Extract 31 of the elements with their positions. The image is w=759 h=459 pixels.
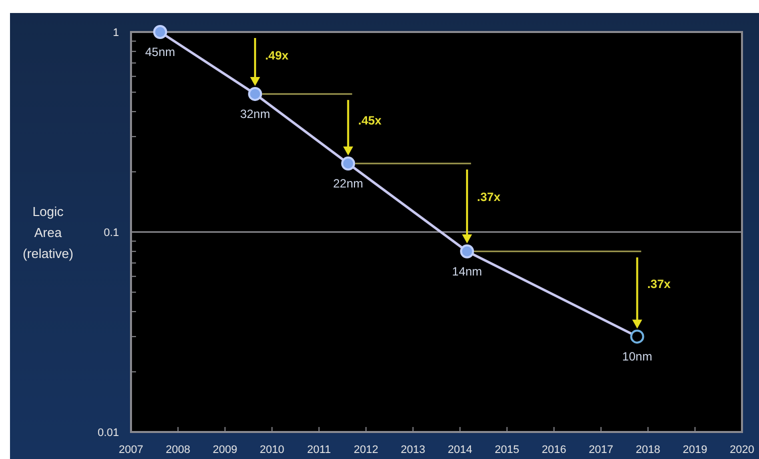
x-tick-label: 2018 — [636, 444, 660, 456]
x-tick-label: 2012 — [354, 444, 378, 456]
x-tick-label: 2008 — [166, 444, 190, 456]
x-tick-label: 2015 — [494, 444, 520, 456]
annotation: 45nm — [145, 45, 176, 59]
annotation: .49x — [265, 48, 289, 63]
annotation: .37x — [477, 190, 501, 204]
point — [341, 156, 356, 171]
x-tick-label: 2017 — [588, 444, 614, 456]
x-tick-label: 2009 — [212, 444, 238, 456]
point — [248, 86, 262, 101]
y-tick-label: 1 — [112, 27, 119, 39]
x-tick-label: 2011 — [307, 444, 331, 456]
x-tick-label: 2016 — [542, 444, 566, 456]
annotation: 22nm — [333, 176, 364, 191]
annotation: .45x — [358, 113, 382, 128]
annotation: 14nm — [452, 264, 482, 278]
point — [153, 25, 168, 39]
x-tick-label: 2014 — [448, 444, 472, 456]
x-tick-label: 2020 — [730, 444, 754, 456]
x-tick-label: 2019 — [682, 444, 708, 456]
annotation: 10nm — [622, 350, 652, 364]
x-tick-label: 2010 — [260, 444, 284, 456]
annotation: 32nm — [240, 106, 270, 121]
y-axis-title: Logic Area (relative) — [22, 204, 74, 261]
y-tick-label: 0.1 — [104, 227, 119, 239]
x-tick-label: 2007 — [118, 444, 144, 456]
annotation: .37x — [647, 276, 671, 291]
x-tick-label: 2013 — [400, 444, 426, 456]
y-tick-label: 0.01 — [98, 427, 119, 439]
point — [460, 244, 474, 258]
